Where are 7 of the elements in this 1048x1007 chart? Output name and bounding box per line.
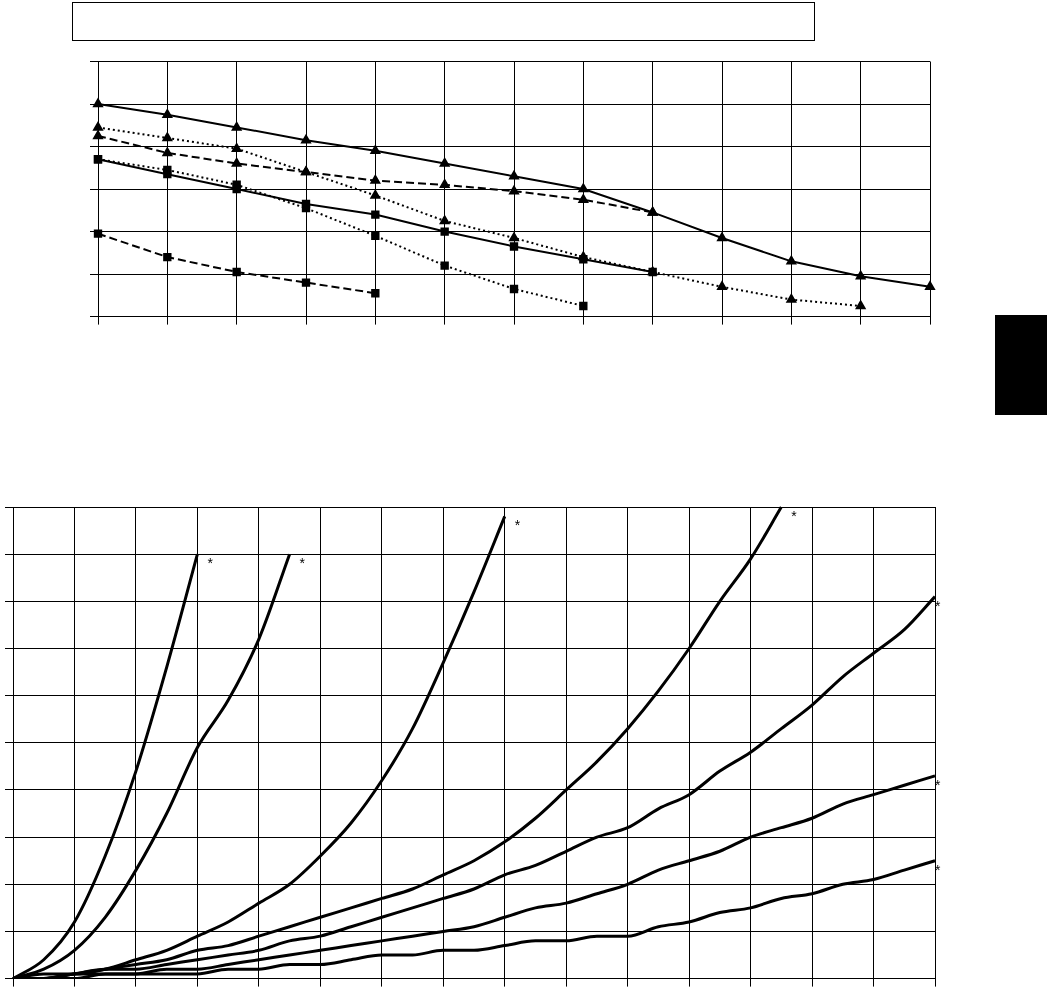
annotation: *	[299, 555, 306, 572]
annotation: *	[935, 776, 941, 793]
annotation: *	[207, 555, 214, 572]
annotation: *	[935, 597, 941, 614]
annotation: *	[791, 508, 798, 524]
annotation: *	[514, 517, 521, 534]
annotation: *	[935, 861, 941, 878]
